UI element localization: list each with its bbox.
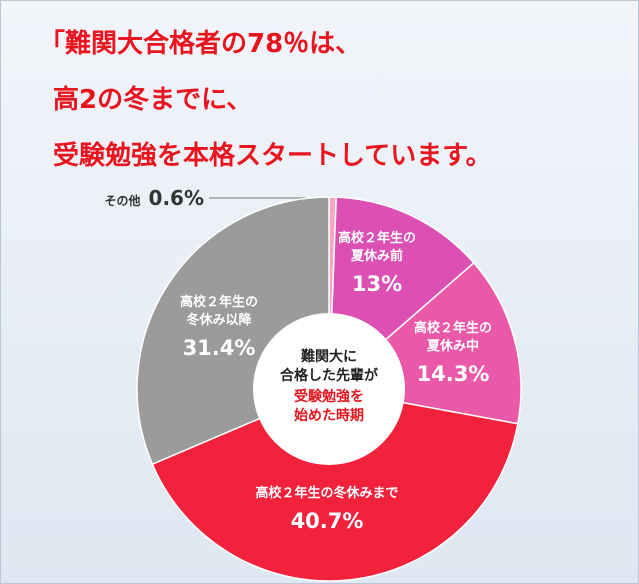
category-label: 高校２年生の 夏休み中: [413, 321, 493, 354]
value-label: 31.4%: [182, 336, 256, 360]
title-line: 受験勉強を本格スタートしています。: [53, 141, 492, 171]
slice-label: 高校２年生の 夏休み中 14.3%: [414, 320, 492, 386]
slice-label: 高校２年生の 夏休み前 13%: [338, 230, 416, 296]
slice-label: 高校２年生の 冬休み以降 31.4%: [180, 294, 258, 360]
title-line: 高2の冬までに、: [53, 85, 253, 115]
category-label: 高校２年生の冬休みまで: [255, 486, 399, 501]
center-hole: [253, 313, 405, 465]
value-label: 40.7%: [290, 509, 364, 533]
center-text: 受験勉強を: [294, 389, 364, 405]
center-text: 合格した先輩が: [280, 368, 378, 384]
title-line: 「難関大合格者の78％は、: [39, 29, 362, 59]
center-text: 始めた時期: [294, 408, 364, 424]
pie-slice: [151, 388, 519, 582]
value-label: 13%: [351, 272, 403, 296]
category-label: 高校２年生の 夏休み前: [337, 231, 417, 264]
category-label: 高校２年生の 冬休み以降: [179, 295, 259, 328]
value-label: 14.3%: [416, 362, 490, 386]
value-label: 0.6%: [148, 186, 204, 210]
slice-label: 高校２年生の冬休みまで 40.7%: [255, 485, 398, 533]
category-label: その他: [104, 194, 141, 208]
center-text: 難関大に: [301, 349, 357, 365]
slice-label: その他 0.6%: [105, 186, 204, 210]
